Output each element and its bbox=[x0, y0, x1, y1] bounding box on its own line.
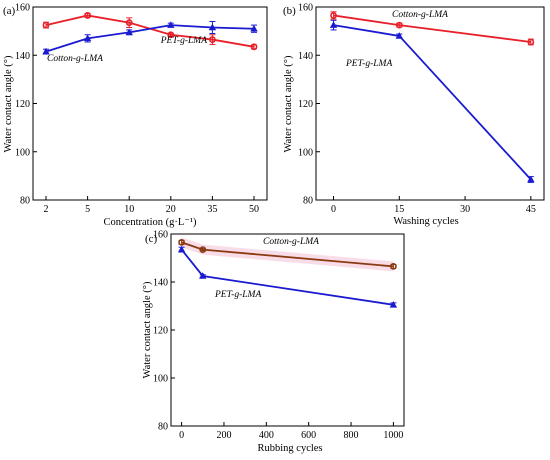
y-tick-label: 80 bbox=[158, 422, 168, 433]
panel-a: (a) Water contact angle (°) Concentratio… bbox=[3, 3, 268, 228]
data-point-cotton-g-lma bbox=[208, 36, 216, 43]
y-tick-label: 80 bbox=[303, 196, 313, 207]
data-point-pet-g-lma bbox=[395, 32, 403, 39]
y-tick-label: 120 bbox=[153, 326, 168, 337]
x-tick-label: 45 bbox=[526, 204, 536, 215]
data-point-pet-g-lma bbox=[250, 24, 258, 32]
series-line-pet-g-lma bbox=[333, 24, 532, 181]
data-point-pet-g-lma bbox=[83, 34, 92, 42]
x-axis-label: Concentration (g·L⁻¹) bbox=[104, 217, 197, 228]
y-axis-label: Water contact angle (°) bbox=[283, 55, 294, 152]
y-tick-label: 160 bbox=[153, 230, 168, 241]
x-tick-label: 400 bbox=[259, 430, 274, 441]
x-tick-label: 15 bbox=[394, 204, 404, 215]
panel-label: (a) bbox=[3, 5, 16, 17]
x-tick-label: 5 bbox=[85, 204, 90, 215]
x-tick-label: 2 bbox=[44, 204, 49, 215]
data-point-cotton-g-lma bbox=[178, 238, 185, 246]
x-tick-label: 30 bbox=[460, 204, 470, 215]
y-tick-label: 100 bbox=[153, 374, 168, 385]
panel-label: (c) bbox=[145, 233, 158, 245]
data-point-cotton-g-lma bbox=[250, 43, 258, 51]
x-tick-label: 0 bbox=[179, 430, 184, 441]
data-point-cotton-g-lma bbox=[395, 21, 403, 29]
data-point-pet-g-lma bbox=[177, 245, 186, 253]
y-tick-label: 80 bbox=[20, 196, 30, 207]
data-point-cotton-g-lma bbox=[84, 12, 91, 19]
x-tick-label: 1000 bbox=[383, 430, 403, 441]
data-point-cotton-g-lma bbox=[527, 38, 535, 46]
data-point-cotton-g-lma bbox=[199, 246, 207, 253]
x-tick-label: 50 bbox=[249, 204, 259, 215]
data-point-cotton-g-lma bbox=[167, 31, 175, 39]
y-tick-label: 140 bbox=[15, 51, 30, 62]
data-point-pet-g-lma bbox=[389, 300, 398, 308]
y-tick-label: 160 bbox=[15, 3, 30, 14]
x-tick-label: 35 bbox=[207, 204, 217, 215]
x-tick-label: 200 bbox=[216, 430, 231, 441]
data-point-pet-g-lma bbox=[527, 175, 535, 183]
x-tick-label: 800 bbox=[344, 430, 359, 441]
data-point-cotton-g-lma bbox=[390, 262, 397, 270]
series-line-pet-g-lma bbox=[45, 24, 255, 53]
plot-frame bbox=[315, 6, 545, 201]
y-tick-label: 100 bbox=[298, 147, 313, 158]
y-tick-label: 160 bbox=[298, 3, 313, 14]
series-label-pet-g-lma: PET-g-LMA bbox=[160, 36, 207, 46]
y-axis-label: Water contact angle (°) bbox=[3, 55, 14, 152]
series-label-cotton-g-lma: Cotton-g-LMA bbox=[263, 237, 319, 247]
y-tick-label: 120 bbox=[15, 99, 30, 110]
series-label-pet-g-lma: PET-g-LMA bbox=[345, 59, 392, 69]
data-point-pet-g-lma bbox=[329, 21, 338, 28]
x-tick-label: 600 bbox=[301, 430, 316, 441]
data-point-pet-g-lma bbox=[167, 21, 175, 28]
data-point-pet-g-lma bbox=[199, 272, 207, 279]
x-axis-label: Washing cycles bbox=[393, 216, 458, 227]
y-axis-label: Water contact angle (°) bbox=[142, 281, 153, 378]
x-tick-label: 10 bbox=[124, 204, 134, 215]
data-point-pet-g-lma bbox=[42, 47, 50, 55]
data-point-pet-g-lma bbox=[208, 23, 217, 31]
data-point-cotton-g-lma bbox=[42, 21, 50, 29]
panel-b: (b) Water contact angle (°) Washing cycl… bbox=[283, 3, 545, 227]
x-axis-label: Rubbing cycles bbox=[257, 443, 322, 454]
highlight-band bbox=[181, 237, 394, 272]
series-label-cotton-g-lma: Cotton-g-LMA bbox=[392, 10, 448, 20]
plot-frame bbox=[32, 6, 268, 201]
data-point-pet-g-lma bbox=[125, 28, 133, 36]
y-tick-label: 140 bbox=[153, 278, 168, 289]
panel-label: (b) bbox=[283, 5, 296, 17]
data-point-cotton-g-lma bbox=[330, 12, 337, 19]
panel-c: (c) Water contact angle (°) Rubbing cycl… bbox=[142, 230, 405, 454]
x-tick-label: 20 bbox=[166, 204, 176, 215]
y-tick-label: 140 bbox=[298, 51, 313, 62]
y-tick-label: 120 bbox=[298, 99, 313, 110]
series-label-pet-g-lma: PET-g-LMA bbox=[214, 290, 261, 300]
series-label-cotton-g-lma: Cotton-g-LMA bbox=[47, 54, 103, 64]
x-tick-label: 0 bbox=[331, 204, 336, 215]
y-tick-label: 100 bbox=[15, 147, 30, 158]
data-point-cotton-g-lma bbox=[125, 19, 133, 27]
